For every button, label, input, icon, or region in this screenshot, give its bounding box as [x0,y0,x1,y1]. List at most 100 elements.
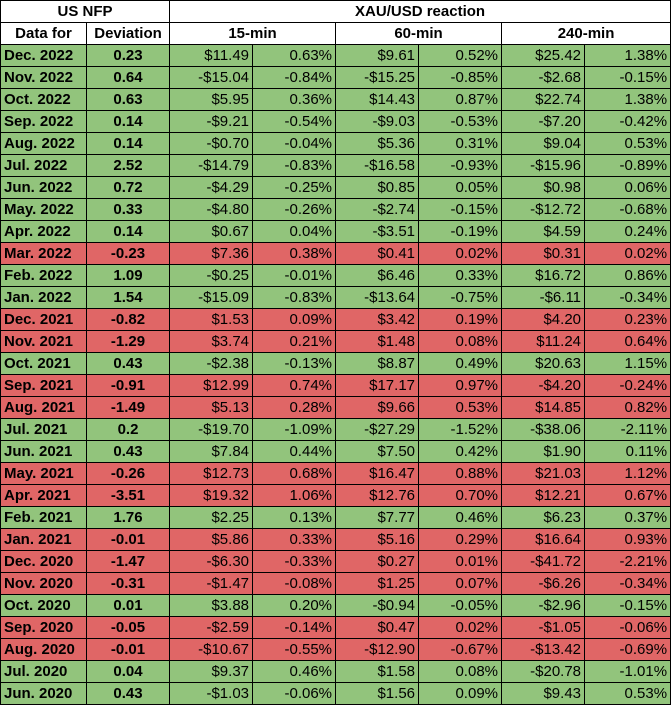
row-240min-usd: -$4.20 [501,374,586,397]
row-15min-pct: 0.63% [252,44,337,67]
row-240min-usd: $9.43 [501,682,586,705]
row-deviation: -1.49 [85,396,171,419]
row-240min-pct: 0.86% [584,264,672,287]
row-60min-pct: 0.49% [418,352,503,375]
row-240min-pct: -0.15% [584,594,672,617]
row-240min-usd: -$6.26 [501,572,586,595]
row-15min-usd: $7.36 [169,242,254,265]
row-15min-pct: -0.14% [252,616,337,639]
header-60-min: 60-min [335,22,503,45]
row-60min-usd: $12.76 [335,484,420,507]
header-xau-usd-reaction: XAU/USD reaction [169,0,672,23]
row-deviation: 0.01 [85,594,171,617]
row-date: Jan. 2022 [0,286,87,309]
row-15min-usd: -$4.29 [169,176,254,199]
row-15min-usd: $12.99 [169,374,254,397]
table-row: Jun. 2021 0.43 $7.84 0.44% $7.50 0.42% $1.90 0.… [0,440,672,463]
row-15min-pct: -0.26% [252,198,337,221]
row-15min-pct: -0.01% [252,264,337,287]
row-240min-usd: $4.59 [501,220,586,243]
table-row: Jun. 2020 0.43 -$1.03 -0.06% $1.56 0.09% $9.43… [0,682,672,705]
row-60min-pct: -1.52% [418,418,503,441]
table-row: Sep. 2020 -0.05 -$2.59 -0.14% $0.47 0.02% -$1.… [0,616,672,639]
row-60min-pct: 0.52% [418,44,503,67]
table-row: Nov. 2021 -1.29 $3.74 0.21% $1.48 0.08% $11.24… [0,330,672,353]
row-60min-usd: $7.77 [335,506,420,529]
header-deviation: Deviation [85,22,171,45]
row-240min-pct: 1.38% [584,88,672,111]
row-15min-pct: 0.13% [252,506,337,529]
row-deviation: -0.01 [85,528,171,551]
row-deviation: -0.82 [85,308,171,331]
row-60min-pct: 0.07% [418,572,503,595]
row-deviation: -1.47 [85,550,171,573]
table-row: Dec. 2021 -0.82 $1.53 0.09% $3.42 0.19% $4.20 0… [0,308,672,331]
row-15min-usd: -$6.30 [169,550,254,573]
header-us-nfp: US NFP [0,0,171,23]
row-240min-usd: $20.63 [501,352,586,375]
table-row: Aug. 2020 -0.01 -$10.67 -0.55% -$12.90 -0.67%… [0,638,672,661]
row-15min-pct: -0.54% [252,110,337,133]
row-date: Nov. 2022 [0,66,87,89]
row-240min-pct: -0.34% [584,572,672,595]
row-240min-pct: -0.42% [584,110,672,133]
row-60min-usd: $0.27 [335,550,420,573]
row-240min-pct: 0.82% [584,396,672,419]
row-date: Nov. 2020 [0,572,87,595]
row-date: Feb. 2022 [0,264,87,287]
table-row: Sep. 2022 0.14 -$9.21 -0.54% -$9.03 -0.53% -$7… [0,110,672,133]
row-deviation: -0.26 [85,462,171,485]
row-240min-usd: -$20.78 [501,660,586,683]
row-60min-usd: $7.50 [335,440,420,463]
row-date: Mar. 2022 [0,242,87,265]
row-60min-usd: $1.58 [335,660,420,683]
row-60min-usd: $5.16 [335,528,420,551]
row-15min-usd: $0.67 [169,220,254,243]
row-60min-usd: -$0.94 [335,594,420,617]
row-60min-usd: -$9.03 [335,110,420,133]
row-60min-pct: 0.31% [418,132,503,155]
row-60min-pct: 0.19% [418,308,503,331]
row-15min-usd: -$0.25 [169,264,254,287]
row-15min-pct: 0.21% [252,330,337,353]
row-15min-usd: $1.53 [169,308,254,331]
row-date: Sep. 2021 [0,374,87,397]
row-60min-usd: $3.42 [335,308,420,331]
row-date: May. 2021 [0,462,87,485]
row-60min-pct: 0.46% [418,506,503,529]
row-240min-usd: $16.72 [501,264,586,287]
row-240min-pct: 0.37% [584,506,672,529]
row-240min-pct: 0.67% [584,484,672,507]
row-60min-usd: -$13.64 [335,286,420,309]
row-60min-usd: $9.66 [335,396,420,419]
row-60min-pct: -0.15% [418,198,503,221]
header-group-row: US NFP XAU/USD reaction [0,0,672,23]
table-row: Sep. 2021 -0.91 $12.99 0.74% $17.17 0.97% -$4.… [0,374,672,397]
row-60min-usd: $1.48 [335,330,420,353]
table-row: Jul. 2020 0.04 $9.37 0.46% $1.58 0.08% -$20.78… [0,660,672,683]
row-240min-usd: -$41.72 [501,550,586,573]
row-240min-pct: 0.64% [584,330,672,353]
row-240min-usd: $0.98 [501,176,586,199]
row-60min-pct: -0.05% [418,594,503,617]
row-240min-usd: $12.21 [501,484,586,507]
row-15min-usd: -$19.70 [169,418,254,441]
row-15min-usd: -$4.80 [169,198,254,221]
row-15min-usd: $3.74 [169,330,254,353]
row-240min-usd: $16.64 [501,528,586,551]
row-240min-usd: -$15.96 [501,154,586,177]
row-15min-pct: 0.74% [252,374,337,397]
row-240min-usd: -$6.11 [501,286,586,309]
row-60min-usd: $17.17 [335,374,420,397]
row-deviation: 0.33 [85,198,171,221]
row-date: Jul. 2022 [0,154,87,177]
row-240min-usd: -$12.72 [501,198,586,221]
row-60min-usd: $14.43 [335,88,420,111]
row-date: Jan. 2021 [0,528,87,551]
row-60min-usd: -$15.25 [335,66,420,89]
row-60min-pct: 0.02% [418,242,503,265]
row-240min-pct: -0.06% [584,616,672,639]
row-deviation: -0.05 [85,616,171,639]
row-240min-usd: $6.23 [501,506,586,529]
row-15min-pct: -0.25% [252,176,337,199]
